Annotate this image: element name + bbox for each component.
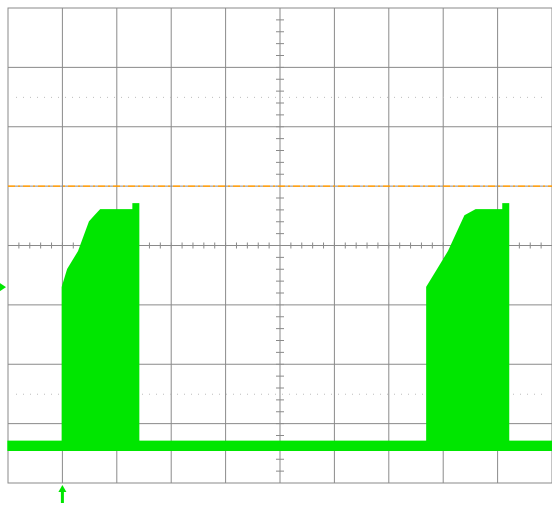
trigger-marker-icon <box>58 485 67 492</box>
signal-envelope <box>7 203 552 452</box>
level-marker-icon <box>0 283 6 292</box>
waveform-trace <box>7 185 552 452</box>
markers <box>0 283 67 503</box>
